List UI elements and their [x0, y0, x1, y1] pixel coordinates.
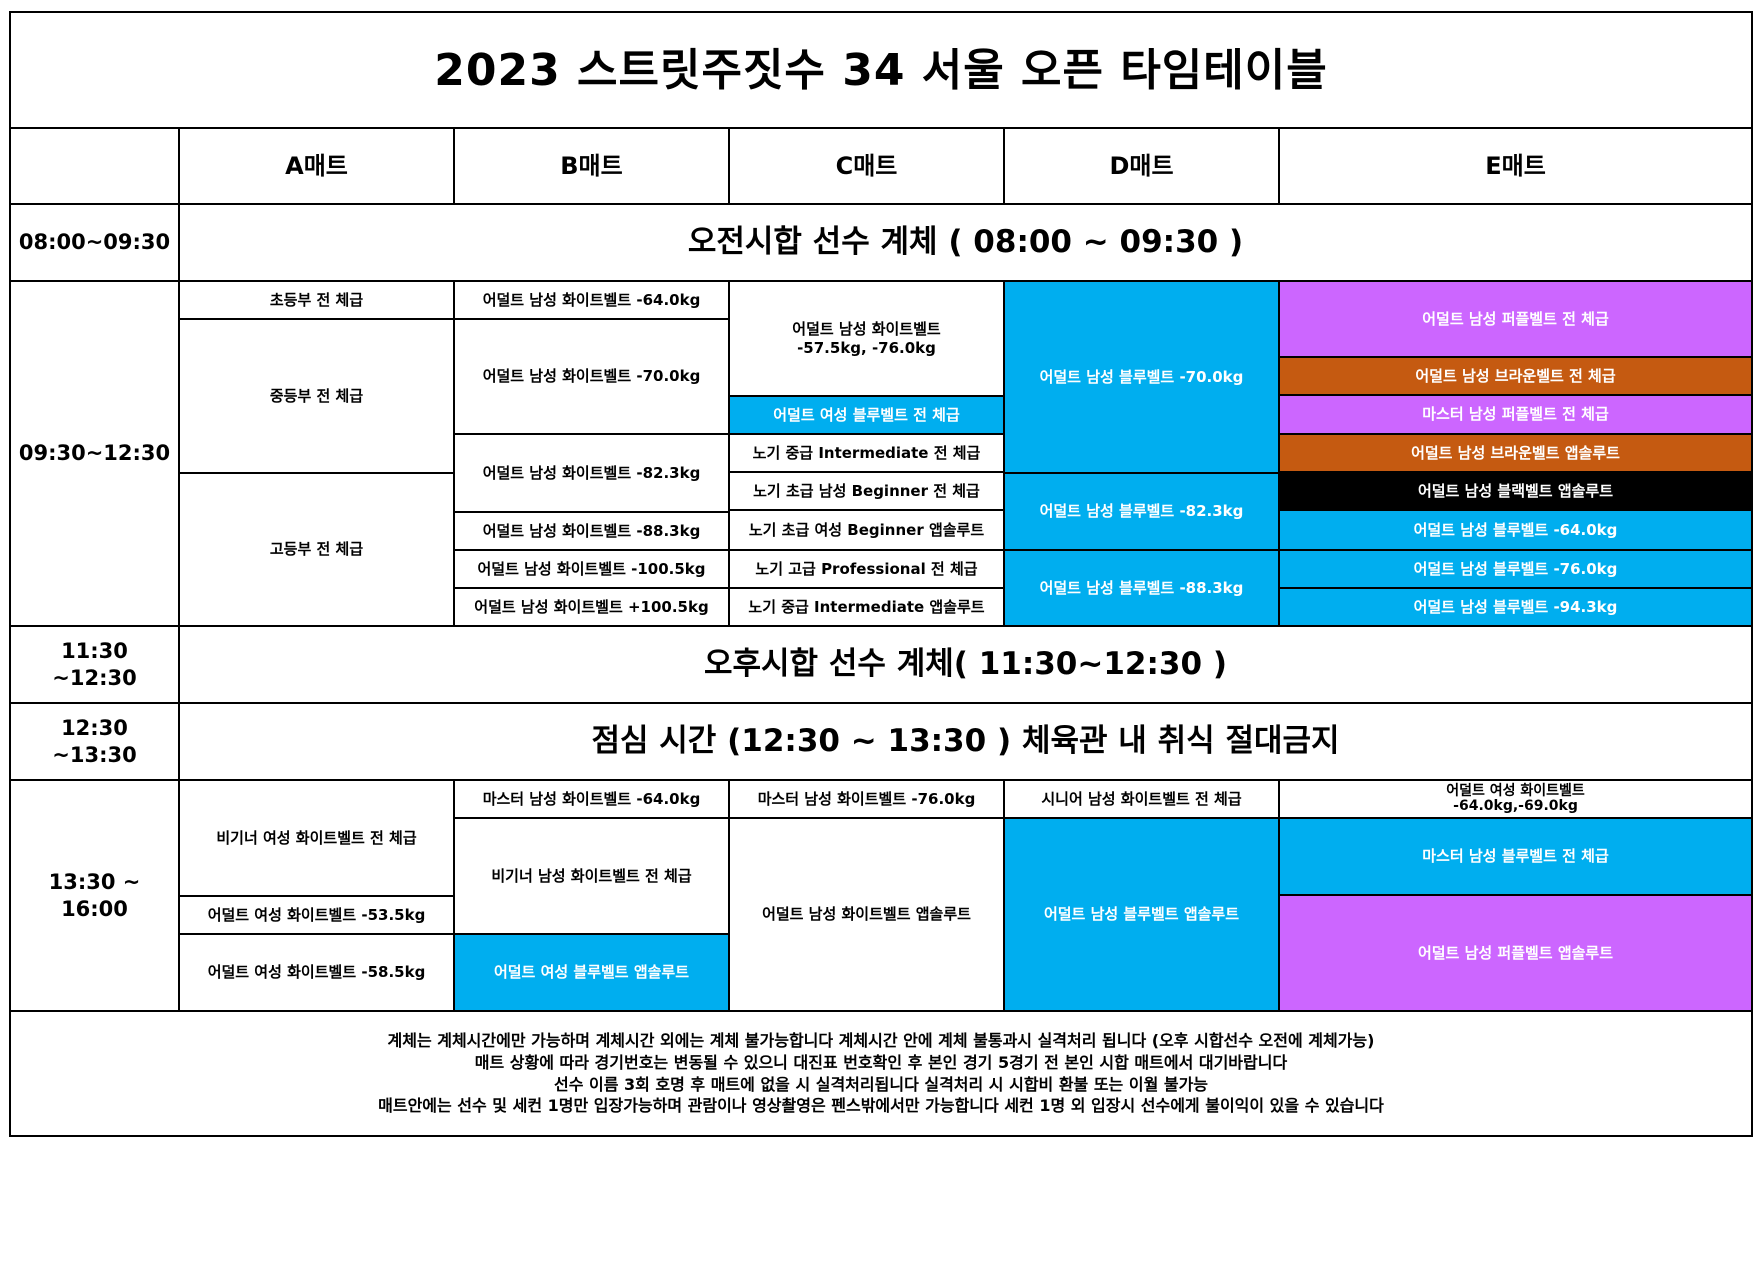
event-c-morning-4: 노기 초급 남성 Beginner 전 체급: [728, 471, 1005, 511]
banner-afternoon-weighin: 오후시합 선수 계체( 11:30~12:30 ): [178, 625, 1753, 704]
event-b-morning-4: 어덜트 남성 화이트벨트 -88.3kg: [453, 511, 730, 551]
event-e-morning-8: 어덜트 남성 블루벨트 -94.3kg: [1278, 587, 1753, 627]
timetable: 2023 스트릿주짓수 34 서울 오픈 타임테이블 A매트 B매트 C매트 D…: [9, 11, 1753, 1275]
event-e-morning-3: 마스터 남성 퍼플벨트 전 체급: [1278, 394, 1753, 435]
event-c-afternoon-1: 마스터 남성 화이트벨트 -76.0kg: [728, 779, 1005, 819]
event-d-afternoon-1: 시니어 남성 화이트벨트 전 체급: [1003, 779, 1280, 819]
event-a-morning-3: 고등부 전 체급: [178, 472, 455, 627]
header-corner: [9, 127, 180, 205]
event-b-afternoon-3: 어덜트 여성 블루벨트 앱솔루트: [453, 933, 730, 1012]
event-c-morning-2: 어덜트 여성 블루벨트 전 체급: [728, 395, 1005, 435]
event-e-morning-2: 어덜트 남성 브라운벨트 전 체급: [1278, 356, 1753, 396]
event-e-afternoon-1: 어덜트 여성 화이트벨트 -64.0kg,-69.0kg: [1278, 779, 1753, 819]
event-e-afternoon-3: 어덜트 남성 퍼플벨트 앱솔루트: [1278, 894, 1753, 1012]
event-b-morning-6: 어덜트 남성 화이트벨트 +100.5kg: [453, 587, 730, 627]
time-slot-morning: 09:30~12:30: [9, 280, 180, 627]
event-b-morning-2: 어덜트 남성 화이트벨트 -70.0kg: [453, 318, 730, 435]
time-slot-weighin-morning: 08:00~09:30: [9, 203, 180, 282]
banner-lunch: 점심 시간 (12:30 ~ 13:30 ) 체육관 내 취식 절대금지: [178, 702, 1753, 781]
header-mat-d: D매트: [1003, 127, 1280, 205]
event-e-morning-1: 어덜트 남성 퍼플벨트 전 체급: [1278, 280, 1753, 358]
header-mat-b: B매트: [453, 127, 730, 205]
event-c-morning-5: 노기 초급 여성 Beginner 앱솔루트: [728, 509, 1005, 551]
footer-notices: 계체는 계체시간에만 가능하며 계체시간 외에는 계체 불가능합니다 계체시간 …: [9, 1010, 1753, 1137]
event-a-morning-1: 초등부 전 체급: [178, 280, 455, 320]
header-mat-c: C매트: [728, 127, 1005, 205]
banner-morning-weighin: 오전시합 선수 계체 ( 08:00 ~ 09:30 ): [178, 203, 1753, 282]
event-c-morning-1: 어덜트 남성 화이트벨트 -57.5kg, -76.0kg: [728, 280, 1005, 397]
event-a-afternoon-2: 어덜트 여성 화이트벨트 -53.5kg: [178, 895, 455, 935]
page-title: 2023 스트릿주짓수 34 서울 오픈 타임테이블: [9, 11, 1753, 129]
event-d-morning-1: 어덜트 남성 블루벨트 -70.0kg: [1003, 280, 1280, 474]
event-c-morning-7: 노기 중급 Intermediate 앱솔루트: [728, 587, 1005, 627]
event-e-afternoon-2: 마스터 남성 블루벨트 전 체급: [1278, 817, 1753, 896]
event-d-morning-2: 어덜트 남성 블루벨트 -82.3kg: [1003, 472, 1280, 551]
event-b-afternoon-1: 마스터 남성 화이트벨트 -64.0kg: [453, 779, 730, 819]
event-c-morning-3: 노기 중급 Intermediate 전 체급: [728, 433, 1005, 473]
time-slot-lunch: 12:30 ~13:30: [9, 702, 180, 781]
notice-line: 매트안에는 선수 및 세컨 1명만 입장가능하며 관람이나 영상촬영은 펜스밖에…: [378, 1096, 1384, 1116]
event-e-morning-7: 어덜트 남성 블루벨트 -76.0kg: [1278, 549, 1753, 589]
event-b-morning-3: 어덜트 남성 화이트벨트 -82.3kg: [453, 433, 730, 513]
header-mat-a: A매트: [178, 127, 455, 205]
event-d-afternoon-2: 어덜트 남성 블루벨트 앱솔루트: [1003, 817, 1280, 1012]
event-b-morning-5: 어덜트 남성 화이트벨트 -100.5kg: [453, 549, 730, 589]
event-e-morning-5: 어덜트 남성 블랙벨트 앱솔루트: [1278, 471, 1753, 511]
event-a-afternoon-1: 비기너 여성 화이트벨트 전 체급: [178, 779, 455, 897]
time-slot-weighin-afternoon: 11:30 ~12:30: [9, 625, 180, 704]
header-mat-e: E매트: [1278, 127, 1753, 205]
event-e-morning-6: 어덜트 남성 블루벨트 -64.0kg: [1278, 509, 1753, 551]
notice-line: 매트 상황에 따라 경기번호는 변동될 수 있으니 대진표 번호확인 후 본인 …: [474, 1052, 1288, 1072]
event-e-morning-4: 어덜트 남성 브라운벨트 앱솔루트: [1278, 433, 1753, 473]
event-a-morning-2: 중등부 전 체급: [178, 318, 455, 474]
event-b-afternoon-2: 비기너 남성 화이트벨트 전 체급: [453, 817, 730, 935]
time-slot-afternoon: 13:30 ~ 16:00: [9, 779, 180, 1012]
notice-line: 선수 이름 3회 호명 후 매트에 없을 시 실격처리됩니다 실격처리 시 시합…: [553, 1074, 1209, 1094]
event-c-afternoon-2: 어덜트 남성 화이트벨트 앱솔루트: [728, 817, 1005, 1012]
event-c-morning-6: 노기 고급 Professional 전 체급: [728, 549, 1005, 589]
event-a-afternoon-3: 어덜트 여성 화이트벨트 -58.5kg: [178, 933, 455, 1012]
event-d-morning-3: 어덜트 남성 블루벨트 -88.3kg: [1003, 549, 1280, 627]
notice-line: 계체는 계체시간에만 가능하며 계체시간 외에는 계체 불가능합니다 계체시간 …: [387, 1031, 1375, 1051]
event-b-morning-1: 어덜트 남성 화이트벨트 -64.0kg: [453, 280, 730, 320]
